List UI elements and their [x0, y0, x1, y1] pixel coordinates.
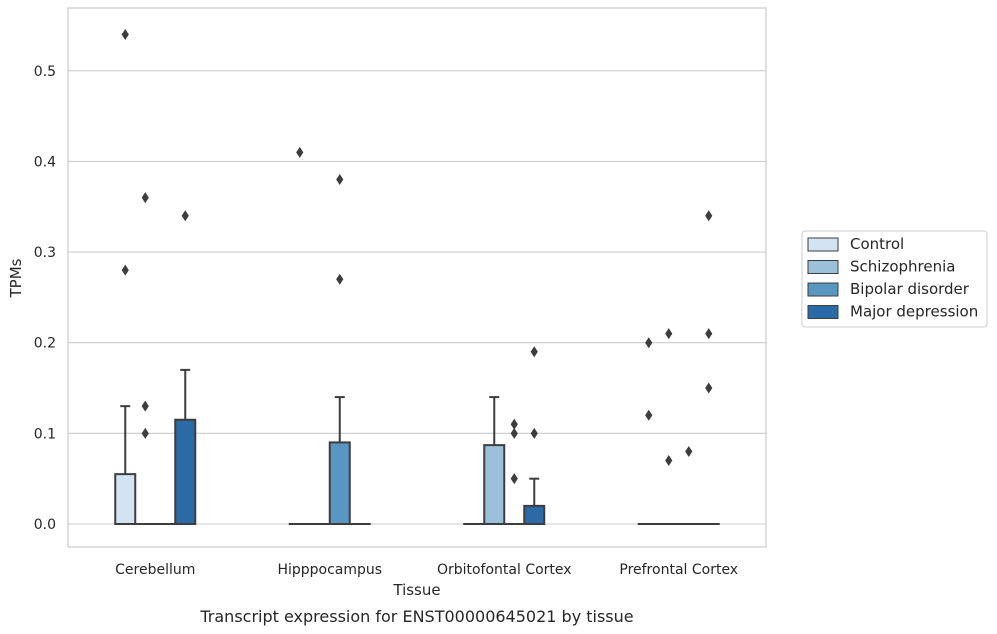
outlier-point	[530, 427, 538, 439]
box-body	[114, 473, 137, 525]
outlier-point	[645, 337, 653, 349]
x-tick-label: Orbitofontal Cortex	[437, 562, 572, 578]
outlier-point	[336, 273, 344, 285]
legend-label: Major depression	[850, 303, 978, 321]
box-body	[523, 504, 546, 525]
outlier-point	[510, 427, 518, 439]
x-axis-label: Tissue	[392, 581, 440, 599]
outlier-point	[665, 455, 673, 467]
legend-label: Schizophrenia	[850, 258, 955, 276]
box-schizophrenia	[483, 396, 506, 525]
y-tick-label: 0.2	[34, 336, 56, 352]
y-tick-label: 0.1	[34, 426, 56, 442]
chart-caption: Transcript expression for ENST0000064502…	[199, 607, 633, 626]
outlier-point	[705, 210, 713, 222]
y-tick-label: 0.4	[34, 154, 56, 170]
grid-lines	[68, 70, 766, 525]
outlier-point	[645, 409, 653, 421]
outlier-point	[336, 174, 344, 186]
box-body	[328, 441, 351, 526]
outlier-point	[685, 445, 693, 457]
outlier-point	[296, 146, 304, 158]
box-major-depression	[174, 368, 197, 525]
outlier-point	[705, 328, 713, 340]
outlier-point	[530, 346, 538, 358]
legend-swatch	[807, 305, 839, 319]
boxes	[114, 368, 720, 526]
legend-swatch	[807, 282, 839, 297]
y-tick-label: 0.5	[34, 64, 56, 80]
outlier-point	[141, 427, 149, 439]
outlier-point	[121, 264, 129, 276]
y-axis-ticks: 0.0 0.1 0.2 0.3 0.4 0.5	[34, 64, 56, 533]
box-major-depression	[523, 477, 546, 525]
outlier-point	[510, 418, 518, 430]
box-bipolar-disorder	[328, 396, 351, 526]
outlier-point	[141, 192, 149, 204]
legend-label: Bipolar disorder	[850, 280, 970, 298]
outlier-point	[181, 210, 189, 222]
outlier-point	[665, 328, 673, 340]
x-tick-label: Hipppocampus	[277, 562, 382, 578]
x-axis-ticks: Cerebellum Hipppocampus Orbitofontal Corte…	[115, 562, 738, 578]
legend-frame	[801, 230, 988, 328]
box-body	[174, 418, 197, 525]
legend-swatch	[807, 237, 839, 252]
x-tick-label: Prefrontal Cortex	[619, 562, 738, 578]
x-tick-label: Cerebellum	[115, 562, 195, 578]
legend-swatch	[807, 260, 839, 274]
legend-label: Control	[850, 235, 904, 253]
outlier-point	[121, 28, 129, 40]
y-tick-label: 0.0	[34, 517, 56, 533]
outlier-point	[705, 382, 713, 394]
outlier-point	[141, 400, 149, 412]
plot-area-frame	[67, 7, 767, 548]
y-axis-label: TPMs	[7, 258, 25, 298]
box-body	[483, 444, 506, 525]
outlier-point	[510, 473, 518, 485]
y-tick-label: 0.3	[34, 245, 56, 261]
box-control	[114, 405, 137, 525]
legend: Control Schizophrenia Bipolar disorder Majo…	[801, 230, 988, 328]
outlier-points	[121, 28, 713, 485]
